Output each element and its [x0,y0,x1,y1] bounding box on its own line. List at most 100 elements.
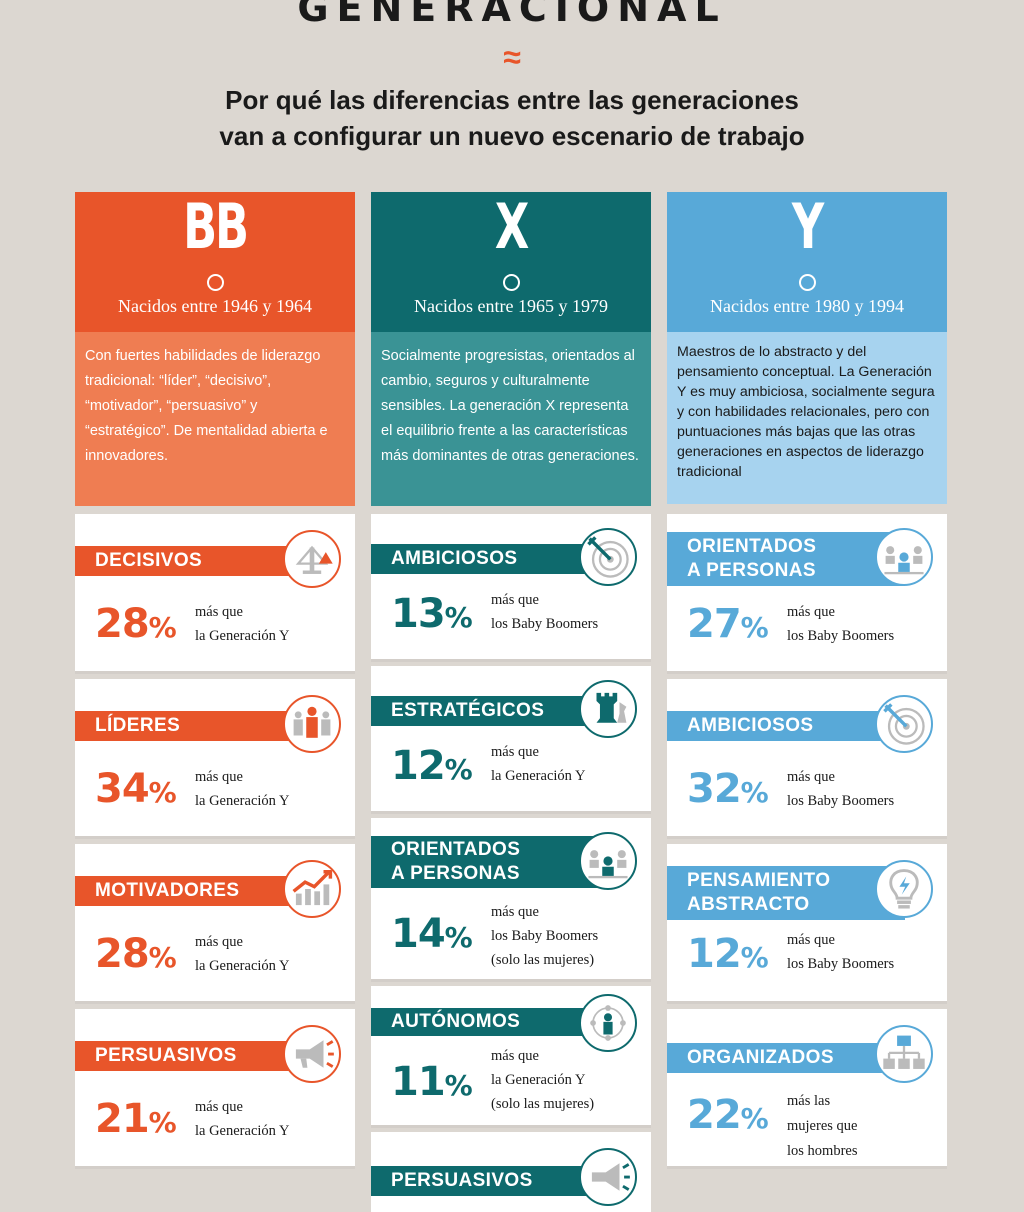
column-header: Y Nacidos entre 1980 y 1994 [667,190,947,332]
comparison-line: los Baby Boomers [491,928,599,944]
pct-value: 13 [391,591,446,637]
comparison-line: más las [787,1093,831,1109]
subtitle-line-1: Por qué las diferencias entre las genera… [225,85,799,115]
page-title: GENERACIONAL [297,0,727,30]
column-header: X Nacidos entre 1965 y 1979 [371,190,651,332]
trait-title-line: A PERSONAS [391,863,520,884]
pct-value: 32 [687,766,742,812]
trait-title: MOTIVADORES [75,876,313,906]
comparison-line: (solo las mujeres) [491,952,595,968]
comparison-line: la Generación Y [195,1123,290,1139]
comparison-line: los Baby Boomers [491,616,599,632]
trait-comparison: más que la Generación Y [195,930,289,978]
comparison-line: la Generación Y [491,768,586,784]
column-description: Con fuertes habilidades de liderazgo tra… [75,332,355,506]
comparison-line: más que [195,604,243,620]
trait-card-lideres: LÍDERES 34% más que la Generación Y [75,679,355,839]
people-icon [579,832,637,890]
ring-icon [503,274,520,291]
pct-unit: % [148,941,177,974]
trait-percentage: 27% [687,602,769,650]
trait-card-pensamiento-abstracto: PENSAMIENTO ABSTRACTO 12% más que los Ba… [667,844,947,1004]
trait-comparison: más que la Generación Y [491,740,585,788]
pct-unit: % [740,941,769,974]
comparison-line: más que [491,744,539,760]
trait-comparison: más que los Baby Boomers [787,928,894,976]
trait-title: AMBICIOSOS [667,711,905,741]
subtitle: Por qué las diferencias entre las genera… [0,82,1024,154]
pct-value: 14 [391,911,446,957]
trait-card-persuasivos: PERSUASIVOS 21% más que la Generación Y [75,1009,355,1169]
pct-value: 22 [687,1092,742,1138]
pct-unit: % [740,776,769,809]
target-icon [875,695,933,753]
trait-title: PENSAMIENTO ABSTRACTO [667,866,905,920]
column-baby-boomers: BB Nacidos entre 1946 y 1964 Con fuertes… [75,190,355,1169]
generation-letter: Y [791,190,824,263]
trait-percentage: 12% [687,932,769,980]
leader-group-icon [283,695,341,753]
pct-value: 12 [391,743,446,789]
generation-letter: X [494,190,529,263]
trait-card-orientados-a-personas: ORIENTADOS A PERSONAS 14% más que los Ba… [371,818,651,982]
trait-title: PERSUASIVOS [75,1041,313,1071]
trait-percentage: 28% [95,602,177,650]
pct-unit: % [444,921,473,954]
pct-value: 11 [391,1059,446,1105]
trait-title: PERSUASIVOS [371,1166,609,1196]
trait-card-persuasivos: PERSUASIVOS [371,1132,651,1212]
comparison-line: la Generación Y [491,1072,586,1088]
trait-title: ORIENTADOS A PERSONAS [371,836,609,888]
pct-value: 34 [95,766,150,812]
comparison-line: más que [787,932,835,948]
trait-percentage: 14% [391,912,473,960]
generation-letter: BB [183,190,249,263]
trait-card-orientados-a-personas: ORIENTADOS A PERSONAS 27% más que los Ba… [667,514,947,674]
pct-unit: % [740,611,769,644]
trait-percentage: 28% [95,932,177,980]
lightbulb-icon [875,860,933,918]
megaphone-icon [283,1025,341,1083]
ring-icon [799,274,816,291]
pct-value: 28 [95,931,150,977]
trait-comparison: más que los Baby Boomers [787,765,894,813]
comparison-line: (solo las mujeres) [491,1096,595,1112]
trait-card-ambiciosos: AMBICIOSOS 32% más que los Baby Boomers [667,679,947,839]
birth-range: Nacidos entre 1980 y 1994 [710,296,904,316]
pct-value: 12 [687,931,742,977]
wave-divider: ≈ [503,39,521,75]
comparison-line: la Generación Y [195,793,290,809]
column-generation-x: X Nacidos entre 1965 y 1979 Socialmente … [371,190,651,1212]
trait-percentage: 22% [687,1093,769,1141]
comparison-line: los Baby Boomers [787,956,895,972]
trait-title: AMBICIOSOS [371,544,609,574]
birth-range: Nacidos entre 1946 y 1964 [118,296,312,316]
org-chart-icon [875,1025,933,1083]
growth-chart-icon [283,860,341,918]
comparison-line: los Baby Boomers [787,793,895,809]
comparison-line: los Baby Boomers [787,628,895,644]
birth-range: Nacidos entre 1965 y 1979 [414,296,608,316]
trait-title: ORGANIZADOS [667,1043,905,1073]
trait-card-organizados: ORGANIZADOS 22% más las mujeres que los … [667,1009,947,1169]
trait-comparison: más que los Baby Boomers [491,588,598,636]
trait-title-line: A PERSONAS [687,560,816,581]
subtitle-line-2: van a configurar un nuevo escenario de t… [219,121,805,151]
comparison-line: los hombres [787,1143,858,1159]
target-icon [579,528,637,586]
pct-value: 21 [95,1096,150,1142]
trait-title: ESTRATÉGICOS [371,696,609,726]
trait-card-ambiciosos: AMBICIOSOS 13% más que los Baby Boomers [371,514,651,662]
pct-unit: % [740,1102,769,1135]
trait-comparison: más que la Generación Y [195,600,289,648]
pct-unit: % [444,753,473,786]
trait-title-line: PENSAMIENTO [687,870,831,891]
pct-unit: % [148,1106,177,1139]
trait-title: DECISIVOS [75,546,313,576]
comparison-line: mujeres que [787,1118,858,1134]
comparison-line: más que [491,904,539,920]
trait-percentage: 34% [95,767,177,815]
column-header: BB Nacidos entre 1946 y 1964 [75,190,355,332]
trait-percentage: 32% [687,767,769,815]
column-description: Maestros de lo abstracto y del pensamien… [667,332,947,504]
